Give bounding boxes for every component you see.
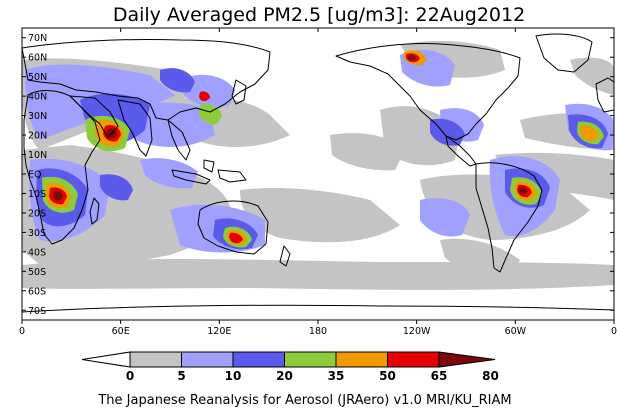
colorbar-swatch: [181, 351, 234, 368]
lat-tick-label: 50N: [28, 72, 47, 83]
colorbar-swatch-below: [81, 351, 131, 368]
lat-tick-label: 20N: [28, 131, 47, 142]
lon-tick-label: 120W: [403, 326, 431, 337]
pm25-level-65-80: [49, 53, 532, 244]
lat-tick-label: 30S: [28, 228, 46, 239]
map-panel: 70N 60N 50N 40N 30N 20N 10N EQ 10S 20S 30S 40S 50S 60…: [19, 27, 617, 337]
lat-tick-label: 10S: [28, 189, 46, 200]
lat-tick-label: 30N: [28, 111, 47, 122]
colorbar-label: 35: [328, 369, 345, 383]
lat-tick-label: 70S: [28, 306, 46, 317]
lat-tick-label: EQ: [28, 170, 41, 181]
coastlines: [22, 33, 614, 320]
colorbar-label: 65: [431, 369, 448, 383]
map-title: Daily Averaged PM2.5 [ug/m3]: 22Aug2012: [113, 4, 525, 26]
lon-tick-label: 60E: [112, 326, 130, 337]
colorbar: 0 5 10 20 35 50 65 80: [81, 351, 499, 383]
colorbar-swatch-above: [438, 351, 496, 368]
colorbar-label: 20: [276, 369, 293, 383]
lat-tick-label: 40S: [28, 247, 46, 258]
credit-line: The Japanese Reanalysis for Aerosol (JRA…: [97, 393, 511, 408]
latitude-axis: 70N 60N 50N 40N 30N 20N 10N EQ 10S 20S 30S 40S 50S 60…: [22, 33, 614, 317]
lon-tick-label: 180: [309, 326, 327, 337]
lat-tick-label: 40N: [28, 92, 47, 103]
colorbar-swatch: [129, 351, 182, 368]
lon-tick-label: 0: [611, 326, 617, 337]
lon-tick-label: 60W: [505, 326, 527, 337]
colorbar-label: 10: [225, 369, 242, 383]
lat-tick-label: 60N: [28, 53, 47, 64]
colorbar-swatch: [284, 351, 337, 368]
colorbar-label: 50: [379, 369, 396, 383]
lat-tick-label: 10N: [28, 150, 47, 161]
colorbar-label: 80: [482, 369, 499, 383]
colorbar-swatch: [335, 351, 388, 368]
lon-tick-label: 0: [19, 326, 25, 337]
lat-tick-label: 70N: [28, 33, 47, 44]
colorbar-label: 0: [126, 369, 134, 383]
lon-tick-label: 120E: [207, 326, 231, 337]
lat-tick-label: 50S: [28, 267, 46, 278]
longitude-axis: 0 60E 120E 180 120W 60W 0: [19, 28, 617, 337]
colorbar-swatch: [387, 351, 440, 368]
lat-tick-label: 20S: [28, 208, 46, 219]
colorbar-swatch: [232, 351, 285, 368]
pm25-concentration-field: [22, 40, 614, 290]
lat-tick-label: 60S: [28, 286, 46, 297]
colorbar-label: 5: [177, 369, 185, 383]
